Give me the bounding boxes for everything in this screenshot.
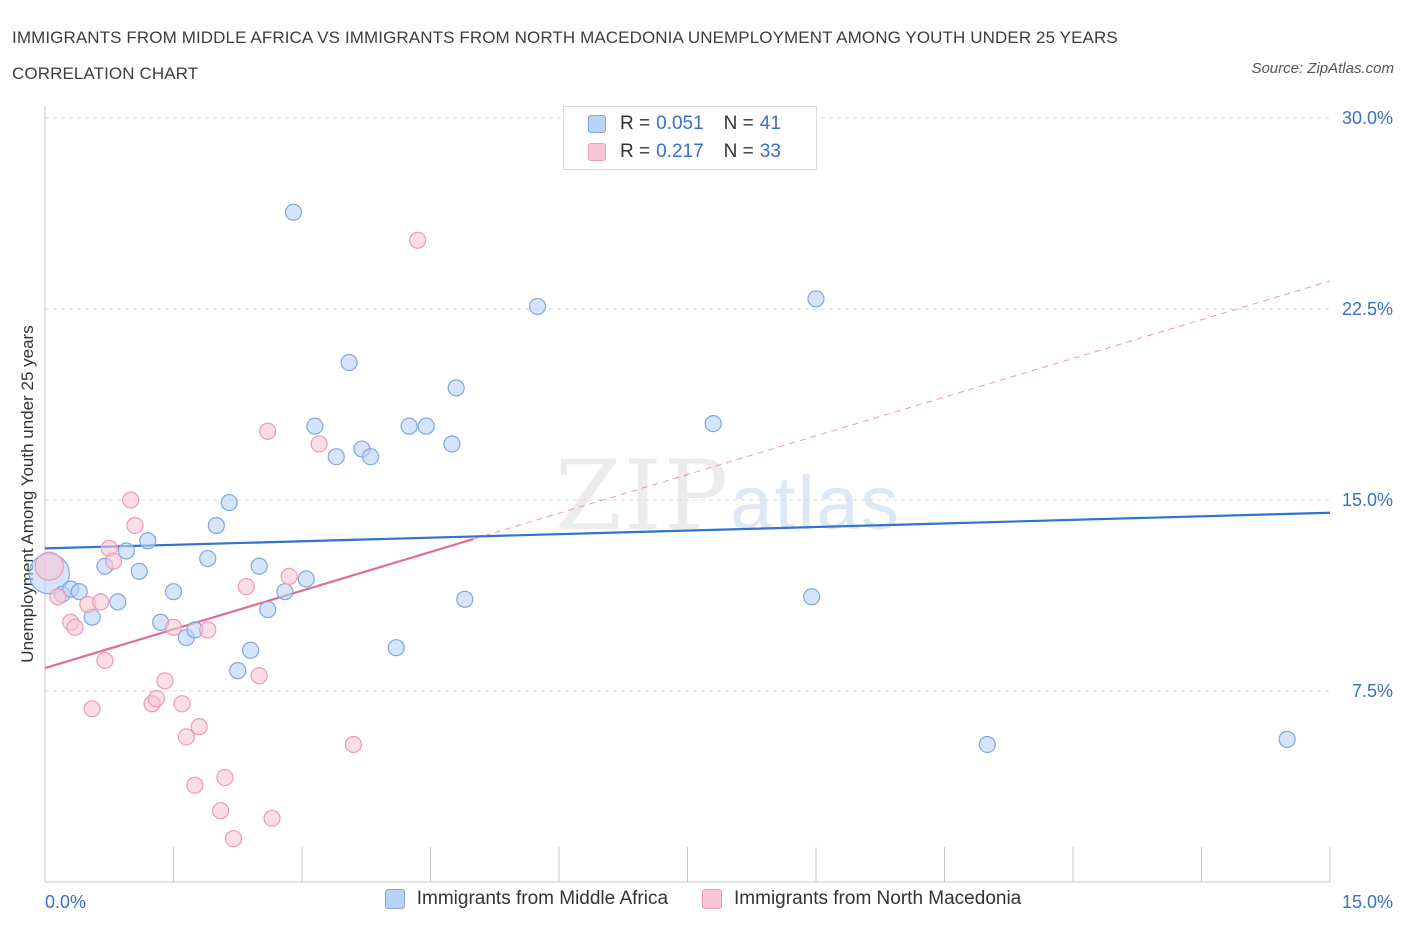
point-middle-africa [297, 570, 315, 588]
point-middle-africa [229, 662, 247, 680]
point-middle-africa [978, 735, 996, 754]
point-middle-africa [400, 417, 418, 435]
legend-row-north-macedonia: R = 0.217 N = 33 [588, 139, 787, 165]
point-north-macedonia [186, 776, 204, 794]
legend-r-label: R = [620, 141, 651, 162]
point-north-macedonia [199, 621, 217, 639]
point-middle-africa [443, 435, 461, 453]
point-middle-africa [250, 557, 268, 575]
point-middle-africa [199, 549, 217, 568]
point-middle-africa [340, 353, 358, 372]
source-label: Source: ZipAtlas.com [1251, 60, 1394, 77]
legend-r-label: R = [620, 113, 651, 134]
y-tick-label: 15.0% [1342, 490, 1393, 510]
point-middle-africa [242, 641, 260, 659]
point-middle-africa [327, 448, 345, 466]
point-middle-africa [139, 532, 157, 550]
point-north-macedonia [173, 695, 191, 713]
point-north-macedonia [104, 552, 123, 570]
point-middle-africa [456, 590, 474, 608]
point-north-macedonia [237, 577, 255, 596]
y-tick-label: 7.5% [1352, 681, 1393, 701]
point-middle-africa [306, 417, 324, 435]
point-middle-africa [704, 415, 722, 433]
point-middle-africa [207, 516, 225, 535]
point-north-macedonia [409, 231, 427, 249]
point-middle-africa [447, 379, 465, 397]
watermark-atlas: atlas [730, 461, 901, 546]
legend-item-north-macedonia: Immigrants from North Macedonia [702, 888, 1021, 910]
x-tick-label: 0.0% [45, 892, 86, 912]
point-north-macedonia [344, 735, 362, 754]
point-middle-africa [276, 583, 294, 601]
stats-legend: R = 0.051 N = 41 R = 0.217 N = 33 [563, 106, 817, 170]
point-middle-africa [803, 588, 821, 606]
point-middle-africa [109, 593, 127, 611]
point-north-macedonia [66, 618, 84, 636]
point-north-macedonia [92, 593, 110, 611]
point-north-macedonia [96, 651, 114, 670]
point-middle-africa [130, 562, 148, 580]
axes [44, 106, 1331, 883]
legend-label: Immigrants from Middle Africa [416, 888, 669, 909]
trend-lines [44, 280, 1331, 670]
point-north-macedonia [310, 435, 328, 453]
legend-swatch-pink [588, 143, 606, 161]
tick-labels: 7.5% 15.0% 22.5% 30.0% 0.0% 15.0% [45, 108, 1393, 912]
point-north-macedonia [156, 672, 174, 690]
point-middle-africa [387, 639, 405, 657]
legend-swatch-blue [384, 889, 405, 909]
data-points [28, 203, 1296, 848]
legend-item-middle-africa: Immigrants from Middle Africa [384, 888, 669, 910]
point-middle-africa [528, 297, 547, 316]
y-tick-label: 22.5% [1342, 299, 1393, 319]
legend-n-label: N = [723, 113, 754, 134]
legend-r-value: 0.217 [656, 141, 704, 162]
point-north-macedonia [34, 551, 64, 581]
point-north-macedonia [280, 567, 298, 586]
series-legend: Immigrants from Middle Africa Immigrants… [0, 888, 1406, 910]
point-north-macedonia [216, 768, 234, 787]
x-tick-label: 15.0% [1342, 892, 1393, 912]
legend-swatch-pink [702, 889, 723, 909]
point-north-macedonia [83, 700, 101, 718]
point-north-macedonia [224, 830, 243, 848]
point-north-macedonia [190, 718, 208, 736]
point-middle-africa [220, 493, 238, 512]
point-north-macedonia [212, 802, 230, 820]
trend-line-middle-africa [44, 511, 1331, 550]
point-north-macedonia [164, 618, 183, 636]
point-middle-africa [1278, 730, 1296, 748]
point-middle-africa [259, 600, 277, 619]
y-tick-label: 30.0% [1342, 108, 1393, 128]
point-north-macedonia [259, 422, 277, 440]
legend-n-label: N = [723, 141, 754, 162]
point-north-macedonia [177, 728, 195, 746]
trend-line-north-macedonia [44, 537, 474, 670]
point-middle-africa [164, 583, 183, 601]
legend-n-value: 33 [759, 141, 781, 162]
point-north-macedonia [147, 690, 165, 708]
point-north-macedonia [263, 809, 281, 827]
point-middle-africa [807, 290, 825, 308]
point-north-macedonia [122, 491, 140, 509]
legend-row-middle-africa: R = 0.051 N = 41 [588, 111, 787, 137]
point-middle-africa [117, 542, 135, 560]
grid-lines [45, 117, 1330, 692]
chart-title: IMMIGRANTS FROM MIDDLE AFRICA VS IMMIGRA… [12, 28, 1118, 83]
point-north-macedonia [250, 667, 268, 685]
legend-r-value: 0.051 [656, 113, 704, 134]
legend-label: Immigrants from North Macedonia [734, 888, 1022, 909]
legend-n-value: 41 [759, 113, 781, 134]
point-middle-africa [284, 203, 303, 221]
point-north-macedonia [49, 588, 67, 606]
legend-swatch-blue [588, 115, 606, 133]
point-middle-africa [361, 448, 380, 466]
point-middle-africa [417, 417, 435, 435]
point-middle-africa [70, 583, 88, 601]
point-north-macedonia [126, 516, 144, 535]
